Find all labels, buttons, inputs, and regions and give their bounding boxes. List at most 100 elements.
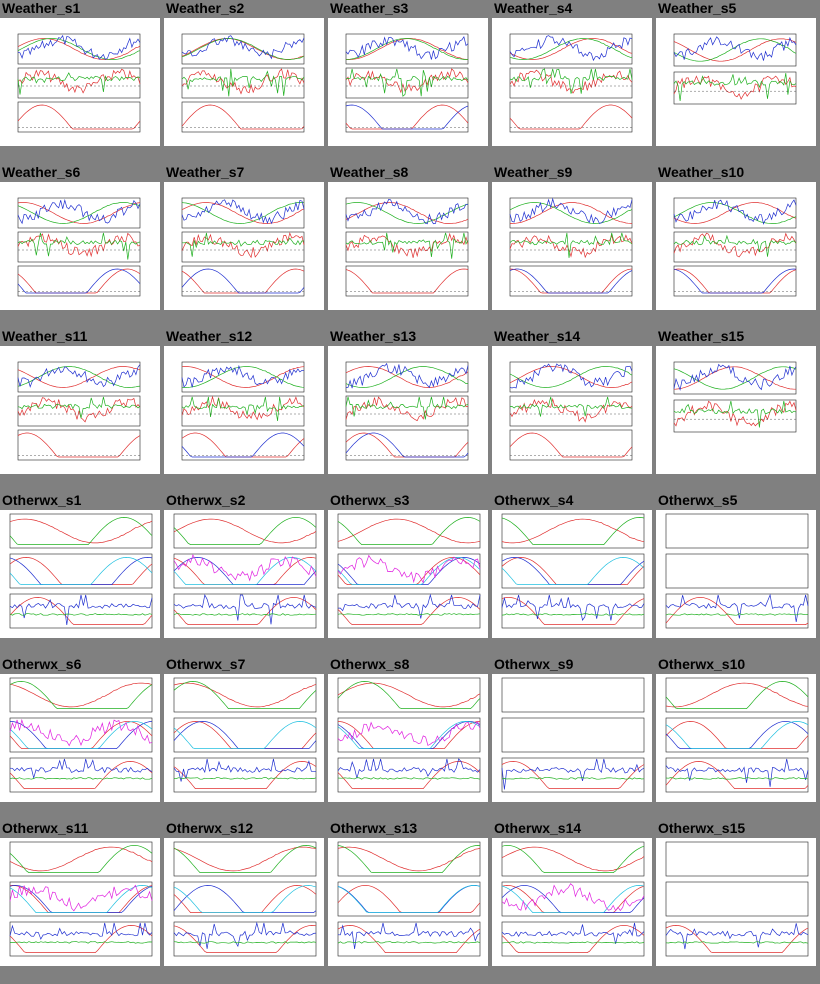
gallery-cell[interactable]: Weather_s14 (492, 328, 652, 488)
plot-thumbnail[interactable] (656, 182, 816, 310)
gallery-cell[interactable]: Weather_s1 (0, 0, 160, 160)
cell-title: Otherwx_s2 (166, 492, 246, 508)
gallery-cell[interactable]: Weather_s13 (328, 328, 488, 488)
cell-title: Otherwx_s12 (166, 820, 254, 836)
gallery-cell[interactable]: Otherwx_s5 (656, 492, 816, 652)
plot-thumbnail[interactable] (656, 18, 816, 146)
gallery-cell[interactable]: Otherwx_s11 (0, 820, 160, 980)
panel-frame (665, 513, 809, 549)
trace-red (173, 597, 317, 625)
trace-green (337, 517, 481, 545)
plot-thumbnail[interactable] (0, 510, 160, 638)
trace-red (181, 68, 305, 95)
gallery-cell[interactable]: Otherwx_s1 (0, 492, 160, 652)
plot-image (17, 361, 141, 461)
plot-thumbnail[interactable] (328, 18, 488, 146)
trace-green (173, 613, 317, 616)
gallery-cell[interactable]: Otherwx_s13 (328, 820, 488, 980)
trace-blue (173, 758, 316, 782)
plot-thumbnail[interactable] (492, 674, 652, 802)
trace-green (501, 845, 645, 873)
plot-thumbnail[interactable] (492, 182, 652, 310)
plot-thumbnail[interactable] (0, 674, 160, 802)
trace-cyan (9, 557, 153, 585)
gallery-cell[interactable]: Weather_s10 (656, 164, 816, 324)
plot-thumbnail[interactable] (492, 18, 652, 146)
plot-thumbnail[interactable] (492, 510, 652, 638)
plot-thumbnail[interactable] (328, 182, 488, 310)
plot-thumbnail[interactable] (656, 674, 816, 802)
plot-thumbnail[interactable] (164, 838, 324, 966)
gallery-cell[interactable]: Otherwx_s6 (0, 656, 160, 816)
trace-green (665, 681, 809, 709)
panel-frame (501, 841, 645, 877)
gallery-cell[interactable]: Otherwx_s12 (164, 820, 324, 980)
panel-frame (337, 757, 481, 793)
trace-red (181, 232, 305, 259)
gallery-cell[interactable]: Otherwx_s3 (328, 492, 488, 652)
gallery-cell[interactable]: Weather_s9 (492, 164, 652, 324)
gallery-cell[interactable]: Otherwx_s14 (492, 820, 652, 980)
trace-blue (345, 198, 469, 225)
gallery-cell[interactable]: Otherwx_s4 (492, 492, 652, 652)
plot-thumbnail[interactable] (328, 346, 488, 474)
plot-thumbnail[interactable] (0, 346, 160, 474)
trace-red (337, 846, 481, 872)
cell-title: Otherwx_s13 (330, 820, 418, 836)
trace-green (173, 941, 317, 944)
plot-thumbnail[interactable] (492, 838, 652, 966)
gallery-cell[interactable]: Weather_s8 (328, 164, 488, 324)
trace-blue (501, 594, 645, 621)
gallery-cell[interactable]: Otherwx_s7 (164, 656, 324, 816)
gallery-cell[interactable]: Otherwx_s9 (492, 656, 652, 816)
gallery-cell[interactable]: Weather_s5 (656, 0, 816, 160)
panel-frame (181, 429, 305, 461)
trace-red (181, 202, 305, 224)
trace-red (173, 518, 317, 544)
trace-green (345, 202, 469, 224)
trace-magenta (337, 720, 481, 746)
gallery-cell[interactable]: Otherwx_s10 (656, 656, 816, 816)
gallery-cell[interactable]: Weather_s11 (0, 328, 160, 488)
trace-blue (665, 758, 809, 787)
panel-frame (665, 881, 809, 917)
trace-red (673, 400, 797, 427)
plot-image (509, 361, 633, 461)
plot-thumbnail[interactable] (164, 510, 324, 638)
trace-green (9, 845, 153, 873)
trace-blue (17, 268, 141, 294)
plot-thumbnail[interactable] (164, 674, 324, 802)
plot-thumbnail[interactable] (0, 182, 160, 310)
plot-thumbnail[interactable] (164, 18, 324, 146)
plot-thumbnail[interactable] (0, 838, 160, 966)
plot-thumbnail[interactable] (328, 674, 488, 802)
panel-frame (345, 101, 469, 133)
plot-image (9, 677, 153, 793)
gallery-cell[interactable]: Weather_s15 (656, 328, 816, 488)
plot-thumbnail[interactable] (328, 510, 488, 638)
plot-thumbnail[interactable] (656, 346, 816, 474)
gallery-cell[interactable]: Otherwx_s15 (656, 820, 816, 980)
plot-thumbnail[interactable] (656, 838, 816, 966)
panel-frame (345, 33, 469, 65)
gallery-cell[interactable]: Weather_s4 (492, 0, 652, 160)
cell-title: Otherwx_s7 (166, 656, 246, 672)
plot-thumbnail[interactable] (492, 346, 652, 474)
gallery-cell[interactable]: Weather_s7 (164, 164, 324, 324)
gallery-cell[interactable]: Weather_s12 (164, 328, 324, 488)
cell-title: Weather_s12 (166, 328, 253, 344)
plot-thumbnail[interactable] (164, 182, 324, 310)
trace-red (9, 518, 153, 544)
gallery-cell[interactable]: Otherwx_s8 (328, 656, 488, 816)
plot-image (345, 361, 469, 461)
gallery-cell[interactable]: Otherwx_s2 (164, 492, 324, 652)
plot-thumbnail[interactable] (164, 346, 324, 474)
panel-frame (173, 841, 317, 877)
gallery-cell[interactable]: Weather_s3 (328, 0, 488, 160)
gallery-cell[interactable]: Weather_s2 (164, 0, 324, 160)
plot-thumbnail[interactable] (656, 510, 816, 638)
trace-green (509, 396, 633, 417)
gallery-cell[interactable]: Weather_s6 (0, 164, 160, 324)
plot-thumbnail[interactable] (328, 838, 488, 966)
plot-thumbnail[interactable] (0, 18, 160, 146)
